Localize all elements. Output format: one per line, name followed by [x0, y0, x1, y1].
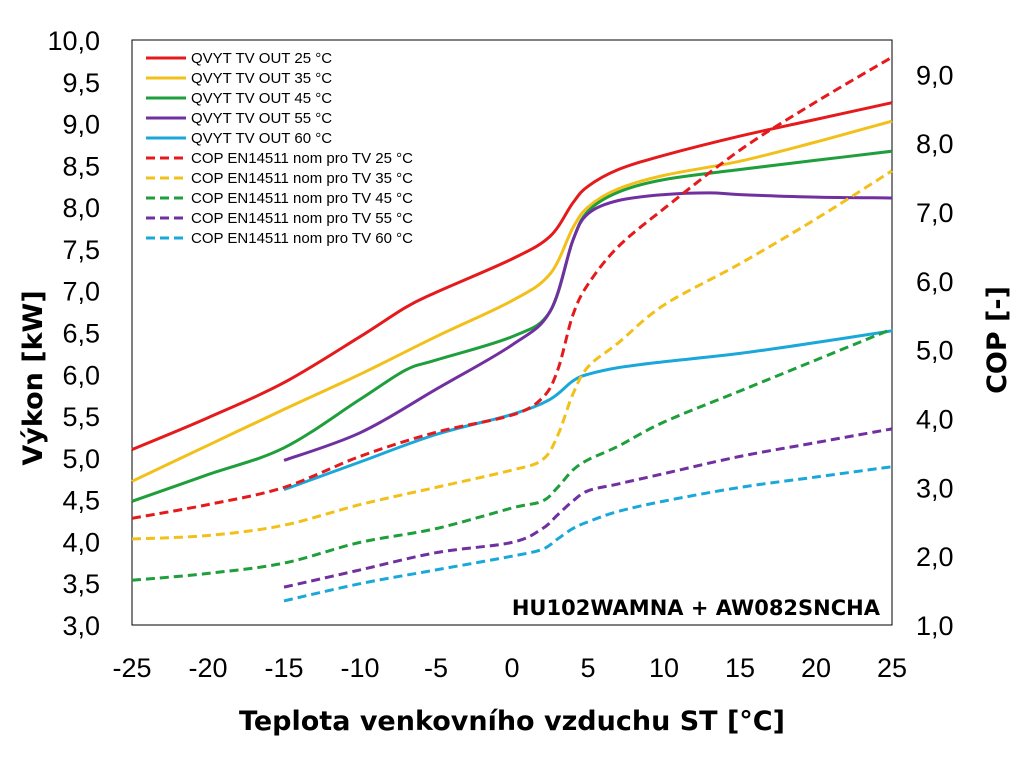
series-line-cop-en14511-nom-pro-tv-55-c — [283, 427, 893, 589]
y2-tick-label: 1,0 — [916, 611, 954, 641]
y2-tick-label: 5,0 — [916, 336, 954, 366]
legend-label: QVYT TV OUT 55 °C — [191, 110, 332, 127]
y-tick-label: 5,5 — [62, 402, 100, 432]
legend-item: QVYT TV OUT 35 °C — [146, 70, 332, 87]
legend-item: COP EN14511 nom pro TV 60 °C — [146, 230, 413, 247]
legend-label: QVYT TV OUT 25 °C — [191, 50, 332, 67]
y-tick-label: 10,0 — [47, 26, 100, 56]
legend-label: QVYT TV OUT 45 °C — [191, 90, 332, 107]
y2-tick-label: 9,0 — [916, 60, 954, 90]
series-line-qvyt-tv-out-55-c — [283, 191, 893, 462]
series-line-qvyt-tv-out-25-c — [131, 101, 893, 451]
y-tick-label: 6,0 — [62, 360, 100, 390]
legend-item: COP EN14511 nom pro TV 55 °C — [146, 210, 413, 227]
y2-tick-label: 6,0 — [916, 267, 954, 297]
series-line-cop-en14511-nom-pro-tv-35-c — [131, 169, 893, 541]
legend-label: COP EN14511 nom pro TV 25 °C — [191, 150, 413, 167]
legend-label: COP EN14511 nom pro TV 35 °C — [191, 170, 413, 187]
x-tick-label: 25 — [877, 653, 907, 683]
y-tick-label: 7,0 — [62, 277, 100, 307]
legend-item: QVYT TV OUT 25 °C — [146, 50, 332, 67]
y-tick-label: 8,0 — [62, 193, 100, 223]
y-tick-label: 3,5 — [62, 569, 100, 599]
x-tick-label: -10 — [340, 653, 379, 683]
y-tick-label: 9,5 — [62, 68, 100, 98]
legend-label: COP EN14511 nom pro TV 55 °C — [191, 210, 413, 227]
x-tick-label: 5 — [580, 653, 595, 683]
y2-tick-label: 4,0 — [916, 405, 954, 435]
x-tick-label: -25 — [112, 653, 151, 683]
y-tick-label: 6,5 — [62, 319, 100, 349]
plot-area — [131, 39, 893, 626]
legend-item: COP EN14511 nom pro TV 35 °C — [146, 170, 413, 187]
legend-item: QVYT TV OUT 45 °C — [146, 90, 332, 107]
series-line-cop-en14511-nom-pro-tv-25-c — [131, 55, 893, 520]
y-tick-label: 7,5 — [62, 235, 100, 265]
x-axis-title: Teplota venkovního vzduchu ST [°C] — [239, 706, 785, 737]
y-tick-label: 4,5 — [62, 486, 100, 516]
legend-label: QVYT TV OUT 60 °C — [191, 130, 332, 147]
series-line-cop-en14511-nom-pro-tv-45-c — [131, 327, 893, 582]
y2-tick-label: 2,0 — [916, 542, 954, 572]
legend-label: COP EN14511 nom pro TV 45 °C — [191, 190, 413, 207]
legend-item: COP EN14511 nom pro TV 25 °C — [146, 150, 413, 167]
ticks-layer: -25 -20 -15 -10 -5 0 5 10 15 20 25 3,0 3,5 4,0 4,5 5,0 5… — [47, 26, 953, 683]
legend-item: QVYT TV OUT 55 °C — [146, 110, 332, 127]
series-line-qvyt-tv-out-35-c — [131, 119, 893, 483]
y-tick-label: 5,0 — [62, 444, 100, 474]
x-tick-label: 10 — [649, 653, 679, 683]
x-tick-label: 15 — [725, 653, 755, 683]
x-tick-label: 20 — [801, 653, 831, 683]
y2-axis-title: COP [-] — [982, 286, 1013, 394]
series-layer — [131, 55, 893, 603]
chart-annotation: HU102WAMNA + AW082SNCHA — [512, 596, 881, 620]
legend-label: QVYT TV OUT 35 °C — [191, 70, 332, 87]
legend: QVYT TV OUT 25 °C QVYT TV OUT 35 °C QVYT T… — [146, 50, 413, 247]
y-tick-label: 8,5 — [62, 151, 100, 181]
legend-label: COP EN14511 nom pro TV 60 °C — [191, 230, 413, 247]
y-tick-label: 3,0 — [62, 611, 100, 641]
series-line-cop-en14511-nom-pro-tv-60-c — [283, 465, 893, 603]
legend-item: QVYT TV OUT 60 °C — [146, 130, 332, 147]
y2-tick-label: 8,0 — [916, 129, 954, 159]
y2-tick-label: 7,0 — [916, 198, 954, 228]
y-tick-label: 4,0 — [62, 527, 100, 557]
y-axis-title: Výkon [kW] — [18, 290, 49, 465]
y2-tick-label: 3,0 — [916, 473, 954, 503]
x-tick-label: -5 — [424, 653, 448, 683]
x-tick-label: 0 — [504, 653, 519, 683]
x-tick-label: -15 — [264, 653, 303, 683]
x-tick-label: -20 — [188, 653, 227, 683]
y-tick-label: 9,0 — [62, 110, 100, 140]
legend-item: COP EN14511 nom pro TV 45 °C — [146, 190, 413, 207]
